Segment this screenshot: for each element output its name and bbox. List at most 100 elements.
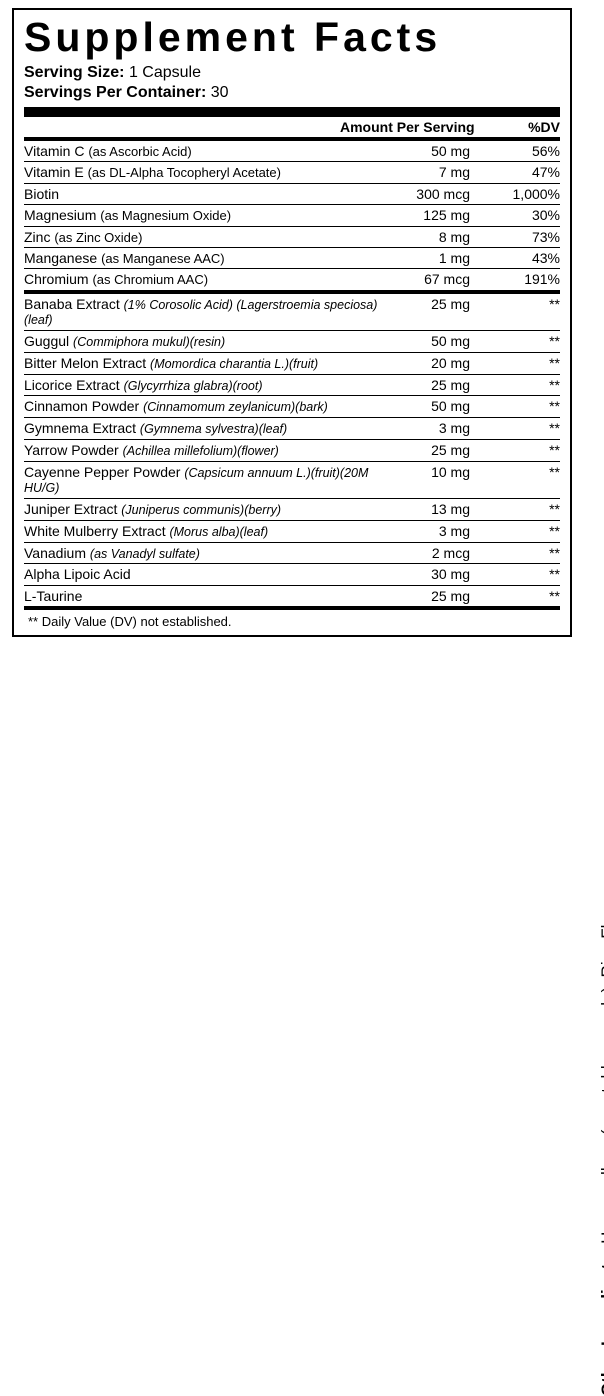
ingredient-name: Yarrow Powder bbox=[24, 442, 119, 458]
servings-per-value: 30 bbox=[211, 84, 229, 101]
amount-per-serving: 7 mg bbox=[380, 164, 500, 180]
ingredient-name: Gymnema Extract bbox=[24, 420, 136, 436]
daily-value: ** bbox=[500, 545, 560, 561]
table-row: Zinc (as Zinc Oxide)8 mg73% bbox=[24, 227, 560, 248]
amount-per-serving: 3 mg bbox=[380, 523, 500, 539]
daily-value: ** bbox=[500, 420, 560, 436]
other-ingredients-value: Hypromellose (vegetable capsule), Rice F… bbox=[598, 896, 604, 1244]
table-row: White Mulberry Extract (Morus alba)(leaf… bbox=[24, 521, 560, 543]
other-ingredients: Other Ingredients: Hypromellose (vegetab… bbox=[598, 708, 604, 1396]
table-row: Manganese (as Manganese AAC)1 mg43% bbox=[24, 248, 560, 269]
ingredient-name: Magnesium bbox=[24, 207, 96, 223]
ingredient-source: (as Manganese AAC) bbox=[101, 251, 225, 266]
amount-per-serving: 50 mg bbox=[380, 333, 500, 349]
panel-title: Supplement Facts bbox=[24, 14, 560, 61]
divider-thick bbox=[24, 107, 560, 117]
ingredient-detail: (Momordica charantia L.)(fruit) bbox=[150, 357, 318, 371]
ingredient-name: Manganese bbox=[24, 250, 97, 266]
table-row: Yarrow Powder (Achillea millefolium)(flo… bbox=[24, 440, 560, 462]
table-row: Cinnamon Powder (Cinnamomum zeylanicum)(… bbox=[24, 396, 560, 418]
header-dv: %DV bbox=[500, 119, 560, 135]
daily-value: 56% bbox=[500, 143, 560, 159]
ingredient-name: Guggul bbox=[24, 333, 69, 349]
daily-value: 191% bbox=[500, 271, 560, 287]
ingredient-name: Cayenne Pepper Powder bbox=[24, 464, 180, 480]
ingredient-name: Zinc bbox=[24, 229, 50, 245]
amount-per-serving: 20 mg bbox=[380, 355, 500, 371]
ingredient-source: (as Ascorbic Acid) bbox=[88, 144, 191, 159]
daily-value: ** bbox=[500, 355, 560, 371]
table-row: Biotin300 mcg1,000% bbox=[24, 184, 560, 205]
amount-per-serving: 3 mg bbox=[380, 420, 500, 436]
herbal-section: Banaba Extract (1% Corosolic Acid) (Lage… bbox=[24, 294, 560, 608]
table-row: Cayenne Pepper Powder (Capsicum annuum L… bbox=[24, 462, 560, 500]
ingredient-detail: (Gymnema sylvestra)(leaf) bbox=[140, 422, 287, 436]
table-row: Banaba Extract (1% Corosolic Acid) (Lage… bbox=[24, 294, 560, 332]
ingredient-detail: (Achillea millefolium)(flower) bbox=[123, 444, 279, 458]
table-row: Chromium (as Chromium AAC) 67 mcg191% bbox=[24, 269, 560, 290]
serving-size: Serving Size: 1 Capsule bbox=[24, 63, 560, 83]
header-amount: Amount Per Serving bbox=[340, 119, 500, 135]
amount-per-serving: 50 mg bbox=[380, 143, 500, 159]
ingredient-detail: (Commiphora mukul)(resin) bbox=[73, 335, 225, 349]
ingredient-detail: (Cinnamomum zeylanicum)(bark) bbox=[143, 400, 328, 414]
daily-value: ** bbox=[500, 588, 560, 604]
ingredient-detail: (Morus alba)(leaf) bbox=[169, 525, 268, 539]
other-ingredients-label: Other Ingredients: bbox=[598, 1249, 604, 1396]
vitamins-minerals-section: Vitamin C (as Ascorbic Acid) 50 mg56% Vita… bbox=[24, 141, 560, 291]
amount-per-serving: 1 mg bbox=[380, 250, 500, 266]
ingredient-name: Biotin bbox=[24, 186, 59, 202]
ingredient-detail: (as Vanadyl sulfate) bbox=[90, 547, 200, 561]
table-row: Magnesium (as Magnesium Oxide) 125 mg30% bbox=[24, 205, 560, 226]
daily-value: 30% bbox=[500, 207, 560, 223]
amount-per-serving: 25 mg bbox=[380, 588, 500, 604]
amount-per-serving: 67 mcg bbox=[380, 271, 500, 287]
amount-per-serving: 25 mg bbox=[380, 442, 500, 458]
serving-size-label: Serving Size: bbox=[24, 64, 124, 81]
table-row: Alpha Lipoic Acid30 mg** bbox=[24, 564, 560, 585]
daily-value: ** bbox=[500, 296, 560, 312]
amount-per-serving: 30 mg bbox=[380, 566, 500, 582]
daily-value: 73% bbox=[500, 229, 560, 245]
daily-value: ** bbox=[500, 333, 560, 349]
table-row: Vanadium (as Vanadyl sulfate) 2 mcg** bbox=[24, 543, 560, 565]
table-row: L-Taurine 25 mg** bbox=[24, 586, 560, 607]
ingredient-name: Cinnamon Powder bbox=[24, 398, 139, 414]
servings-per-container: Servings Per Container: 30 bbox=[24, 83, 560, 103]
serving-size-value: 1 Capsule bbox=[129, 64, 201, 81]
amount-per-serving: 25 mg bbox=[380, 377, 500, 393]
ingredient-name: Chromium bbox=[24, 271, 89, 287]
supplement-facts-panel: Supplement Facts Serving Size: 1 Capsule… bbox=[12, 8, 572, 637]
ingredient-detail: (Glycyrrhiza glabra)(root) bbox=[124, 379, 263, 393]
daily-value: ** bbox=[500, 501, 560, 517]
amount-per-serving: 25 mg bbox=[380, 296, 500, 312]
ingredient-name: Banaba Extract bbox=[24, 296, 120, 312]
ingredient-source: (as DL-Alpha Tocopheryl Acetate) bbox=[88, 165, 281, 180]
daily-value: 47% bbox=[500, 164, 560, 180]
ingredient-source: (as Magnesium Oxide) bbox=[100, 208, 231, 223]
daily-value: ** bbox=[500, 442, 560, 458]
footnote: ** Daily Value (DV) not established. bbox=[24, 610, 560, 629]
daily-value: ** bbox=[500, 377, 560, 393]
table-row: Guggul (Commiphora mukul)(resin) 50 mg** bbox=[24, 331, 560, 353]
servings-per-label: Servings Per Container: bbox=[24, 84, 206, 101]
ingredient-name: Alpha Lipoic Acid bbox=[24, 566, 131, 582]
ingredient-name: Juniper Extract bbox=[24, 501, 117, 517]
ingredient-name: Vitamin C bbox=[24, 143, 84, 159]
ingredient-source: (as Zinc Oxide) bbox=[54, 230, 142, 245]
ingredient-name: Vanadium bbox=[24, 545, 86, 561]
table-row: Juniper Extract (Juniperus communis)(ber… bbox=[24, 499, 560, 521]
table-row: Bitter Melon Extract (Momordica charanti… bbox=[24, 353, 560, 375]
ingredient-name: L-Taurine bbox=[24, 588, 82, 604]
amount-per-serving: 2 mcg bbox=[380, 545, 500, 561]
daily-value: 1,000% bbox=[500, 186, 560, 202]
table-row: Vitamin E (as DL-Alpha Tocopheryl Acetat… bbox=[24, 162, 560, 183]
table-row: Gymnema Extract (Gymnema sylvestra)(leaf… bbox=[24, 418, 560, 440]
ingredient-source: (as Chromium AAC) bbox=[92, 272, 208, 287]
daily-value: ** bbox=[500, 523, 560, 539]
ingredient-name: Licorice Extract bbox=[24, 377, 120, 393]
amount-per-serving: 125 mg bbox=[380, 207, 500, 223]
table-row: Licorice Extract (Glycyrrhiza glabra)(ro… bbox=[24, 375, 560, 397]
amount-per-serving: 13 mg bbox=[380, 501, 500, 517]
amount-per-serving: 10 mg bbox=[380, 464, 500, 480]
